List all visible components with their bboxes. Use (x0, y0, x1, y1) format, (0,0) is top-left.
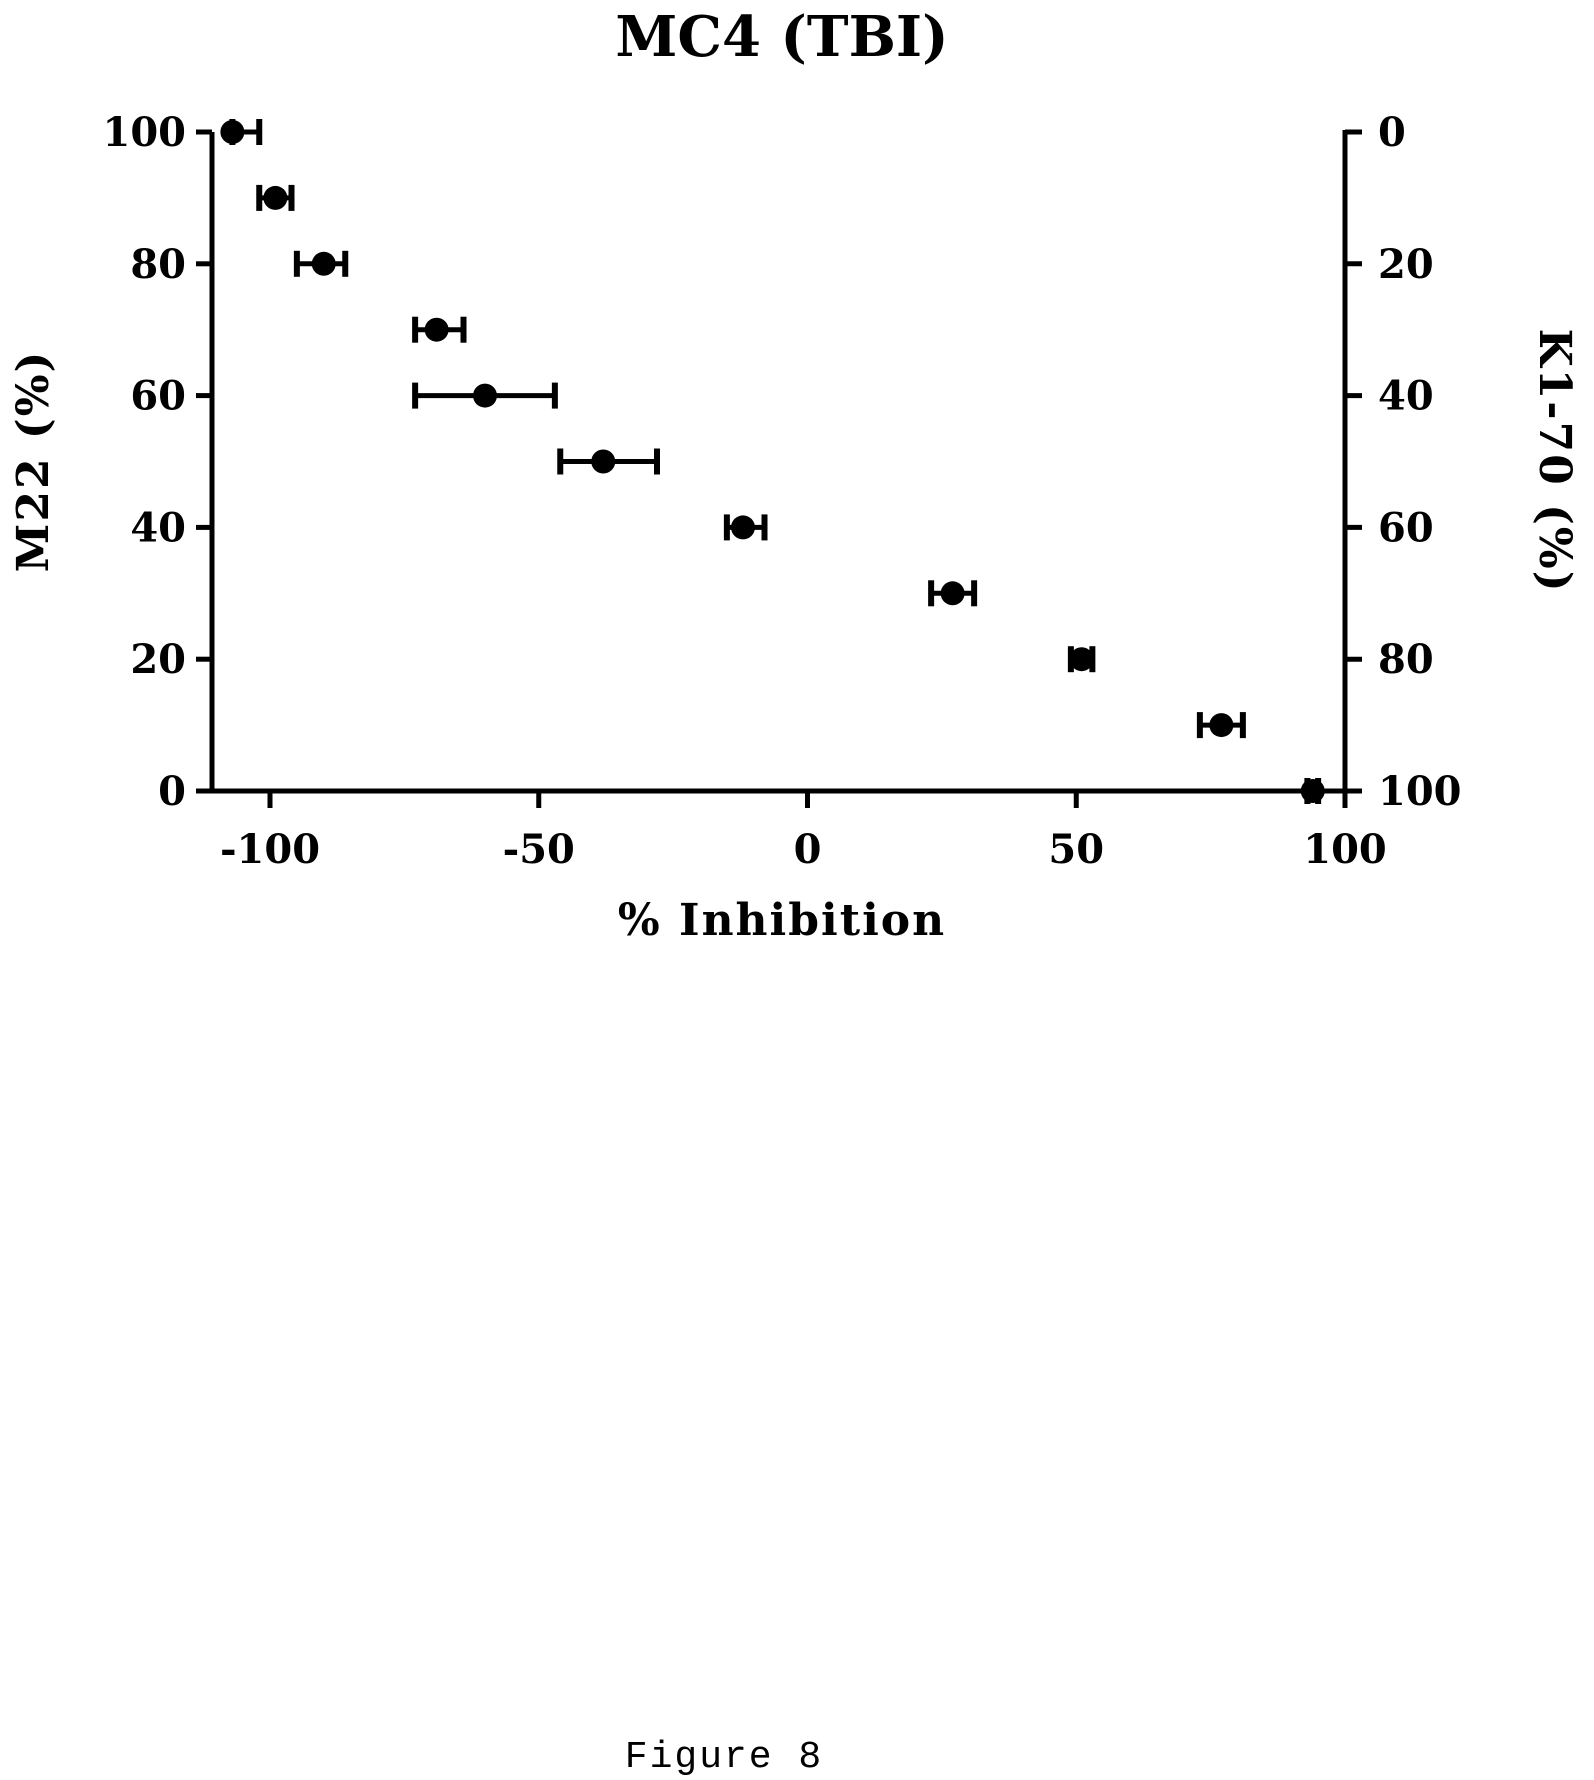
tick-labels: -100 -50 0 50 100 0 20 40 60 80 100 100 80 60 40 20 0 (103, 109, 1462, 873)
y-tick-label: 60 (130, 373, 186, 420)
x-tick-label: -50 (503, 826, 575, 873)
y-tick-label: 80 (130, 241, 186, 288)
data-point (424, 317, 449, 342)
x-tick-label: -100 (220, 826, 320, 873)
chart-title: MC4 (TBI) (615, 4, 948, 70)
y2-tick-label: 100 (1378, 768, 1462, 815)
x-tick-label: 0 (794, 826, 822, 873)
x-axis-label: % Inhibition (618, 895, 946, 946)
y2-tick-label: 60 (1378, 504, 1434, 551)
data-point (311, 251, 336, 276)
data-point (263, 185, 288, 210)
data-point (1209, 713, 1234, 738)
axes (198, 130, 1352, 794)
y2-tick-label: 0 (1378, 109, 1406, 156)
figure-caption: Figure 8 (625, 1736, 823, 1779)
y2-axis-label: K1-70 (%) (1529, 328, 1580, 593)
y-tick-label: 40 (130, 504, 186, 551)
y2-tick-label: 40 (1378, 373, 1434, 420)
data-point (473, 383, 497, 408)
x-tick-label: 100 (1303, 826, 1387, 873)
y2-tick-label: 80 (1378, 636, 1434, 683)
data-point (220, 120, 245, 144)
data-point (591, 449, 616, 474)
ticks (196, 129, 1362, 808)
y-tick-label: 20 (130, 636, 186, 683)
y-tick-label: 100 (103, 109, 187, 156)
data-point (731, 515, 755, 540)
data-point (1069, 647, 1094, 672)
y-tick-label: 0 (158, 768, 186, 815)
data-point (940, 581, 965, 606)
x-tick-label: 50 (1048, 826, 1104, 873)
data-point (1300, 779, 1325, 803)
y-axis-label: M22 (%) (8, 350, 59, 573)
data-points (220, 119, 1325, 804)
y2-tick-label: 20 (1378, 241, 1434, 288)
